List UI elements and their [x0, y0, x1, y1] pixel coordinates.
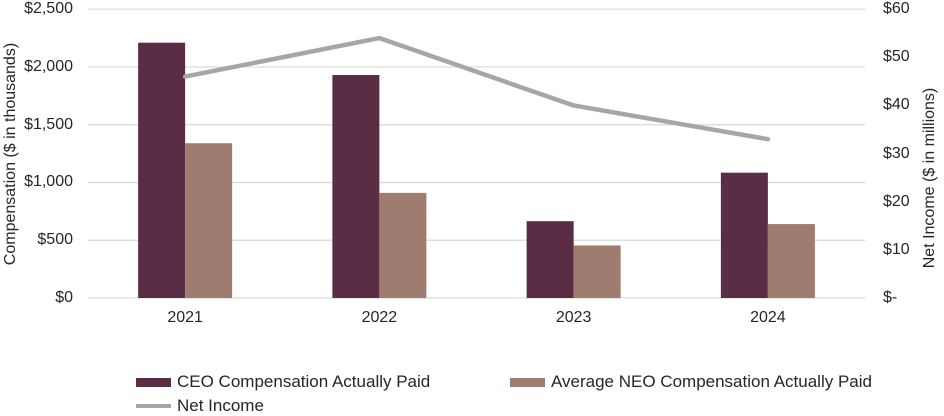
legend-label-ceo: CEO Compensation Actually Paid [177, 372, 431, 391]
x-axis-label: 2023 [555, 309, 592, 326]
legend-swatch-ceo [136, 377, 171, 387]
legend-label-neo: Average NEO Compensation Actually Paid [551, 372, 872, 391]
x-axis-label: 2022 [361, 309, 398, 326]
bar-ceo-2023 [526, 221, 574, 298]
right-axis-tick: $- [883, 289, 898, 306]
right-axis-tick: $20 [883, 192, 910, 210]
x-axis-label: 2021 [167, 309, 203, 326]
left-axis-tick: $500 [37, 231, 73, 249]
left-axis-tick: $0 [55, 289, 73, 306]
bar-ceo-2024 [720, 172, 768, 298]
right-axis-tick: $50 [883, 48, 910, 66]
left-axis-tick: $2,500 [24, 0, 73, 18]
bar-ceo-2021 [138, 42, 186, 298]
right-axis-tick: $40 [883, 96, 910, 114]
right-axis-tick: $30 [883, 144, 910, 162]
left-axis-tick: $1,000 [24, 173, 73, 191]
x-axis-label: 2024 [750, 309, 786, 326]
bar-ceo-2022 [332, 75, 380, 298]
legend-label-net-income: Net Income [177, 396, 264, 415]
legend-item-net-income: Net Income [136, 396, 264, 416]
left-axis-tick: $1,500 [24, 115, 73, 133]
legend-swatch-net-income-line [136, 404, 171, 408]
net-income-line [182, 35, 771, 142]
legend-item-ceo: CEO Compensation Actually Paid [136, 372, 430, 392]
right-axis-tick: $10 [883, 240, 910, 258]
left-axis-tick: $2,000 [24, 57, 73, 75]
bar-neo-2022 [379, 192, 427, 298]
bar-neo-2021 [185, 143, 233, 298]
legend-item-neo: Average NEO Compensation Actually Paid [510, 372, 872, 392]
bar-neo-2024 [767, 224, 815, 298]
right-axis-tick: $60 [883, 0, 910, 18]
legend-swatch-neo [510, 377, 545, 387]
bar-neo-2023 [573, 245, 621, 298]
